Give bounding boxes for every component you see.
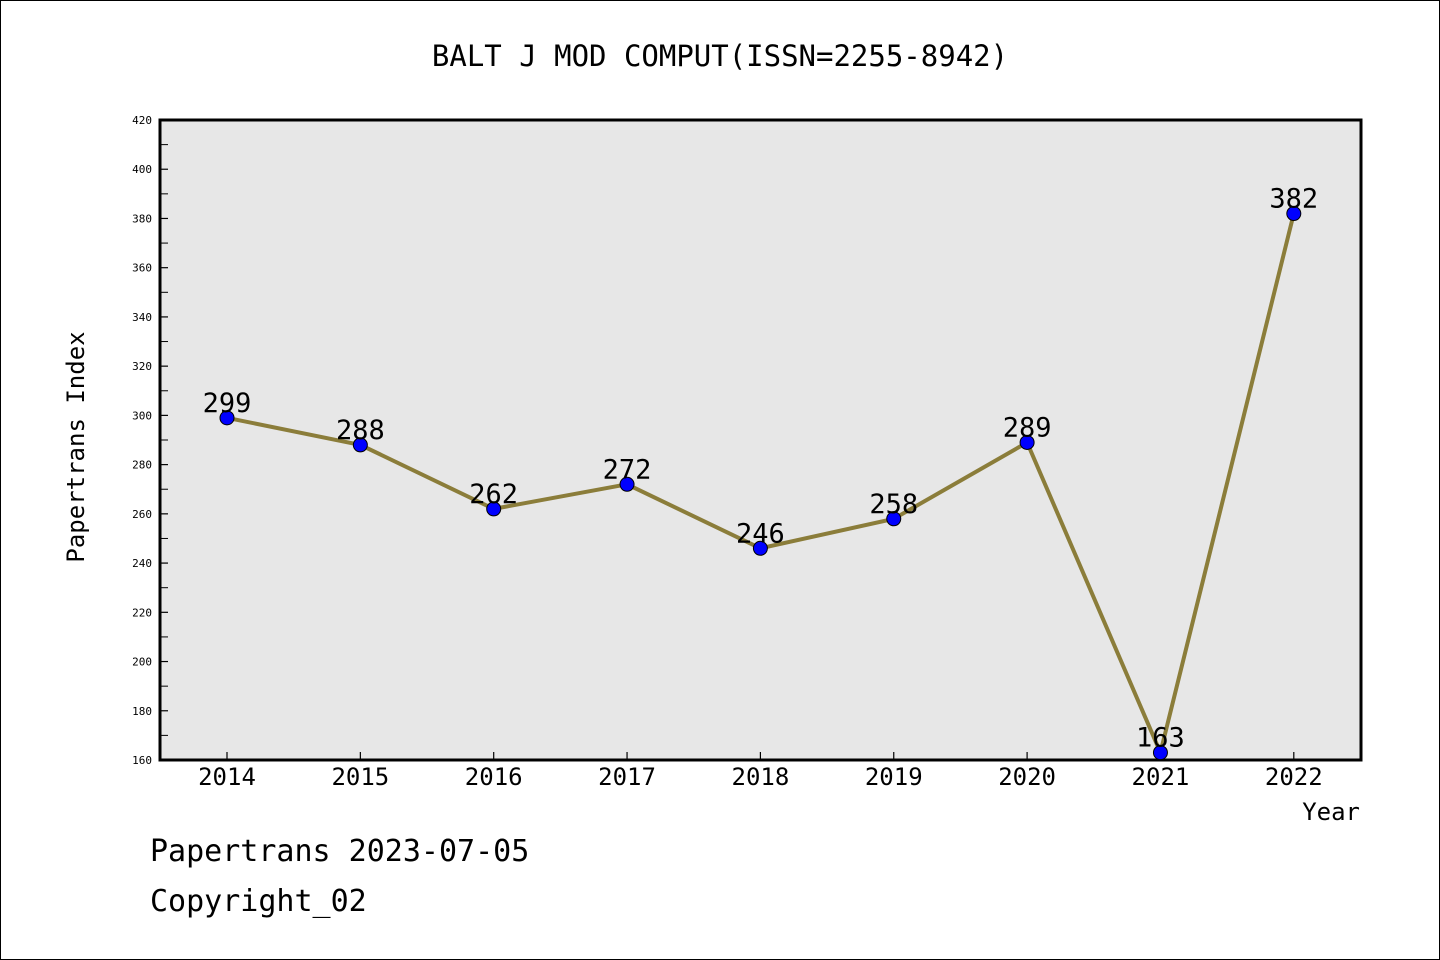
data-point-marker (886, 511, 902, 527)
y-tick-label: 260 (132, 508, 152, 521)
y-tick-label: 220 (132, 606, 152, 619)
x-tick-label: 2017 (598, 763, 656, 791)
y-tick-label: 240 (132, 557, 152, 570)
data-point-label: 262 (469, 479, 518, 510)
data-point-label: 272 (603, 454, 652, 485)
data-point-marker (619, 476, 635, 492)
data-point-marker (752, 540, 768, 556)
x-tick-label: 2020 (998, 763, 1056, 791)
data-point-label: 288 (336, 415, 385, 446)
x-axis-label: Year (1302, 798, 1360, 826)
x-axis-ticks: 2014 2015 2016 2017 2018 2019 2020 2021 2022 (198, 752, 1323, 791)
x-tick-label: 2018 (732, 763, 790, 791)
y-tick-label: 280 (132, 459, 152, 472)
x-tick-label: 2014 (198, 763, 256, 791)
y-tick-label: 400 (132, 163, 152, 176)
chart-title: BALT J MOD COMPUT(ISSN=2255-8942) (432, 39, 1008, 73)
y-tick-label: 420 (132, 114, 152, 127)
footer-date: Papertrans 2023-07-05 (150, 834, 530, 869)
y-tick-label: 360 (132, 262, 152, 275)
data-point-label: 246 (736, 518, 785, 549)
data-point-marker (219, 410, 235, 426)
x-tick-label: 2015 (331, 763, 389, 791)
data-point-marker (352, 437, 368, 453)
footer-copyright: Copyright_02 (150, 884, 367, 919)
data-labels: 299 288 262 272 246 258 289 163 382 (203, 184, 1319, 754)
data-point-marker (1152, 745, 1168, 761)
x-tick-label: 2021 (1132, 763, 1190, 791)
y-tick-label: 180 (132, 705, 152, 718)
data-point-label: 299 (203, 388, 252, 419)
y-tick-label: 340 (132, 311, 152, 324)
y-tick-label: 380 (132, 212, 152, 225)
y-tick-label: 320 (132, 360, 152, 373)
y-tick-label: 200 (132, 656, 152, 669)
x-tick-label: 2016 (465, 763, 523, 791)
data-point-label: 289 (1003, 412, 1052, 443)
data-markers (219, 206, 1302, 761)
data-point-marker (1286, 206, 1302, 222)
y-axis-ticks: 160 180 200 220 240 260 280 300 320 340 360 380 400 4… (132, 114, 168, 767)
data-point-label: 258 (869, 489, 918, 520)
data-point-label: 163 (1136, 723, 1185, 754)
data-point-marker (486, 501, 502, 517)
x-tick-label: 2019 (865, 763, 923, 791)
data-point-marker (1019, 434, 1035, 450)
x-tick-label: 2022 (1265, 763, 1323, 791)
y-axis-label: Papertrans Index (62, 331, 90, 562)
data-point-label: 382 (1269, 184, 1318, 215)
y-tick-label: 300 (132, 409, 152, 422)
y-tick-label: 160 (132, 754, 152, 767)
